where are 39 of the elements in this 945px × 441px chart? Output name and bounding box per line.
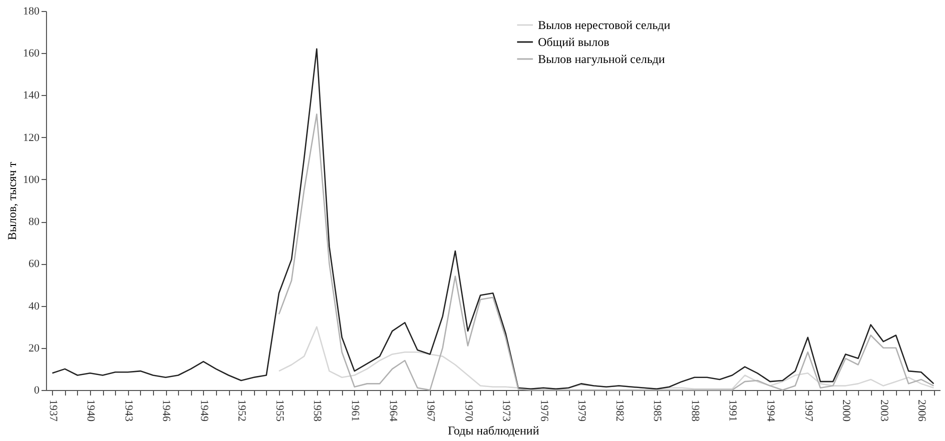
x-tick-label: 1994 (764, 400, 777, 422)
x-tick-label: 1961 (348, 400, 361, 422)
x-tick-label: 1955 (273, 400, 286, 422)
y-tick-label: 180 (23, 6, 40, 18)
x-axis-title: Годы наблюдений (448, 424, 540, 438)
y-tick-label: 60 (28, 258, 40, 270)
x-tick-label: 1937 (46, 400, 59, 422)
x-tick-label: 1946 (160, 400, 172, 422)
legend-label: Вылов нерестовой сельди (538, 18, 671, 32)
y-tick-label: 100 (23, 174, 40, 186)
x-tick-label: 2000 (840, 400, 852, 422)
y-tick-label: 20 (28, 342, 40, 354)
x-tick-label: 1970 (462, 400, 474, 422)
x-tick-label: 1973 (500, 400, 512, 422)
x-tick-label: 1949 (198, 400, 210, 422)
y-tick-label: 40 (28, 300, 40, 312)
legend-label: Вылов нагульной сельди (538, 52, 666, 66)
y-tick-label: 160 (23, 48, 40, 60)
x-tick-label: 1982 (613, 400, 626, 422)
x-tick-label: 1943 (122, 400, 134, 422)
x-tick-label: 1940 (84, 400, 97, 422)
x-tick-label: 1964 (386, 400, 399, 422)
x-tick-label: 1958 (311, 400, 324, 422)
y-tick-label: 120 (23, 132, 40, 144)
y-tick-label: 0 (34, 384, 40, 396)
y-axis-title: Вылов, тысяч т (5, 161, 19, 240)
x-tick-label: 1952 (236, 400, 248, 422)
x-tick-label: 1997 (802, 400, 814, 422)
x-tick-label: 1967 (424, 400, 437, 422)
x-tick-label: 1985 (651, 400, 664, 422)
x-tick-label: 1976 (538, 400, 550, 422)
x-tick-label: 2003 (878, 400, 890, 422)
y-tick-label: 80 (28, 216, 40, 228)
x-tick-label: 1988 (688, 400, 701, 422)
x-tick-label: 1979 (576, 400, 588, 422)
x-tick-label: 1991 (726, 400, 739, 422)
y-tick-label: 140 (23, 90, 40, 102)
x-tick-label: 2006 (916, 400, 928, 422)
legend-label: Общий вылов (538, 35, 610, 49)
